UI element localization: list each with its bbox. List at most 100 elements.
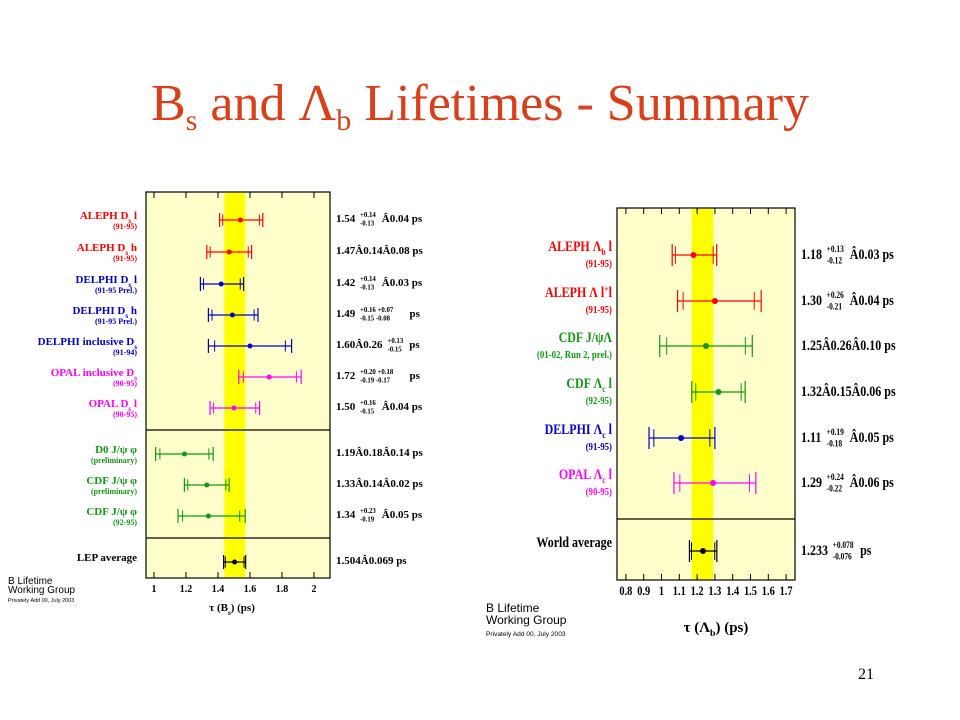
result-tail: ps bbox=[409, 339, 420, 351]
x-axis-label: τ (Bs) (ps) bbox=[209, 602, 255, 617]
measurement-note: (90-95) bbox=[113, 410, 137, 419]
result-tail: Â0.03 ps bbox=[850, 245, 894, 263]
result-sub: -0.21 bbox=[827, 301, 842, 312]
result-sup: +0.26 bbox=[827, 289, 844, 300]
measurement-name: CDF J/ψ φ bbox=[86, 475, 137, 487]
result-value: 1.29 bbox=[801, 474, 822, 491]
measurement-note: (preliminary) bbox=[91, 456, 137, 465]
data-point bbox=[699, 548, 706, 554]
result-tail: Â0.04 ps bbox=[382, 401, 423, 413]
measurement-result: 1.72 bbox=[336, 370, 356, 382]
x-axis-label-tail: ) (ps) bbox=[231, 602, 255, 614]
measurement-note: (91-95) bbox=[586, 258, 612, 270]
x-tick-label: 1.5 bbox=[744, 584, 757, 598]
x-axis-label-sub: b bbox=[710, 628, 716, 639]
measurement-result: 1.33Â0.14Â0.02 ps bbox=[336, 478, 424, 490]
measurement-name: OPAL inclusive D bbox=[51, 367, 135, 379]
measurement-result: 1.19Â0.18Â0.14 ps bbox=[336, 447, 424, 459]
measurement-result: 1.29 bbox=[801, 474, 822, 491]
measurement-label: CDF J/ψ φ bbox=[86, 475, 137, 487]
result-value: 1.60Â0.26 bbox=[336, 339, 383, 351]
measurement-name-sub: s bbox=[128, 281, 131, 289]
x-tick-label: 1 bbox=[659, 584, 664, 598]
measurement-label: CDF Λc l bbox=[566, 375, 612, 394]
result-tail: ps bbox=[410, 370, 421, 382]
measurement-label: ALEPH Ds l bbox=[80, 210, 137, 225]
result-sub: -0.19 bbox=[360, 516, 375, 523]
result-value: 1.11 bbox=[801, 429, 822, 446]
measurement-name-sub: s bbox=[125, 249, 128, 257]
data-point bbox=[711, 298, 718, 304]
measurement-name-tail: h bbox=[128, 305, 137, 317]
result-tail: Â0.04 ps bbox=[382, 213, 423, 225]
measurement-label: CDF J/ψ φ bbox=[86, 506, 137, 518]
result-tail: Â0.05 ps bbox=[382, 509, 423, 521]
measurement-note: (92-95) bbox=[586, 395, 612, 407]
measurement-name-sub: s bbox=[134, 343, 137, 351]
result-value: 1.25Â0.26Â0.10 ps bbox=[801, 336, 896, 354]
measurement-note: (91-94) bbox=[113, 348, 137, 357]
watermark-line: Working Group bbox=[486, 613, 567, 627]
measurement-result: 1.34 bbox=[336, 509, 356, 521]
result-sup: +0.20 +0.18 bbox=[360, 369, 394, 376]
measurement-note: (90-95) bbox=[113, 379, 137, 388]
result-value: 1.233 bbox=[801, 542, 828, 559]
x-tick-label: 1.4 bbox=[726, 584, 739, 598]
result-sup: +0.19 bbox=[827, 426, 844, 437]
measurement-result: 1.233 bbox=[801, 542, 828, 559]
measurement-result: 1.47Â0.14Â0.08 ps bbox=[336, 245, 424, 257]
measurement-note: (91-95) bbox=[586, 304, 612, 316]
result-value: 1.54 bbox=[336, 213, 356, 225]
measurement-name: OPAL D bbox=[89, 398, 129, 410]
watermark-line: Privately Add 00, July 2003 bbox=[486, 631, 566, 638]
result-value: 1.32Â0.15Â0.06 ps bbox=[801, 382, 896, 400]
title-subscript: s bbox=[185, 104, 198, 137]
average-band bbox=[691, 209, 714, 579]
measurement-name: D0 J/ψ φ bbox=[95, 444, 137, 456]
measurement-note: (92-95) bbox=[113, 518, 137, 527]
measurement-label: OPAL Ds l bbox=[89, 398, 137, 413]
measurement-label: DELPHI Ds h bbox=[72, 305, 137, 320]
measurement-label: ALEPH Ds h bbox=[77, 242, 137, 257]
measurement-name-tail: l bbox=[606, 466, 613, 483]
measurement-name: CDF J/ψΛ bbox=[559, 329, 613, 346]
result-sup: +0.14 bbox=[360, 276, 376, 283]
measurement-note: (90-95) bbox=[586, 486, 612, 498]
result-sup: +0.13 bbox=[827, 243, 844, 254]
measurement-note: (91-95) bbox=[113, 222, 137, 231]
x-tick-label: 1.6 bbox=[244, 584, 257, 595]
result-sub: -0.15 bbox=[388, 346, 403, 353]
measurement-name-tail: l bbox=[606, 238, 613, 255]
measurement-name-tail: l bbox=[131, 274, 137, 286]
x-tick-label: 1.4 bbox=[212, 584, 225, 595]
measurement-label: DELPHI Λc l bbox=[545, 421, 613, 440]
measurement-name-sub: c bbox=[602, 474, 606, 485]
x-tick-label: 1.7 bbox=[780, 584, 793, 598]
measurement-name: DELPHI D bbox=[72, 305, 125, 317]
measurement-label: ALEPH Λb l bbox=[548, 238, 612, 257]
result-value: 1.47Â0.14Â0.08 ps bbox=[336, 245, 424, 257]
measurement-name: ALEPH Λ bbox=[548, 238, 601, 255]
result-value: 1.18 bbox=[801, 246, 822, 263]
measurement-name-tail: l bbox=[606, 375, 613, 392]
result-value: 1.34 bbox=[336, 509, 356, 521]
measurement-result: 1.11 bbox=[801, 429, 822, 446]
data-point bbox=[703, 343, 709, 349]
title-part: Lifetimes - Summary bbox=[351, 75, 809, 132]
measurement-label: OPAL Λc l bbox=[559, 466, 612, 485]
measurement-label: DELPHI inclusive Ds bbox=[38, 336, 138, 351]
x-axis-label-sub: s bbox=[228, 609, 231, 617]
data-point bbox=[226, 249, 232, 255]
measurement-name-tail: l bbox=[609, 284, 613, 301]
x-tick-label: 0.8 bbox=[619, 584, 632, 598]
measurement-name: CDF J/ψ φ bbox=[86, 506, 137, 518]
result-tail: Â0.04 ps bbox=[850, 291, 894, 309]
measurement-label: LEP average bbox=[77, 552, 137, 564]
measurement-name: World average bbox=[536, 534, 612, 551]
measurement-name: LEP average bbox=[77, 552, 137, 564]
measurement-note: (91-95) bbox=[586, 441, 612, 453]
x-tick-label: 1.6 bbox=[762, 584, 775, 598]
result-sup: +0.24 bbox=[827, 471, 845, 482]
data-point bbox=[232, 559, 238, 565]
